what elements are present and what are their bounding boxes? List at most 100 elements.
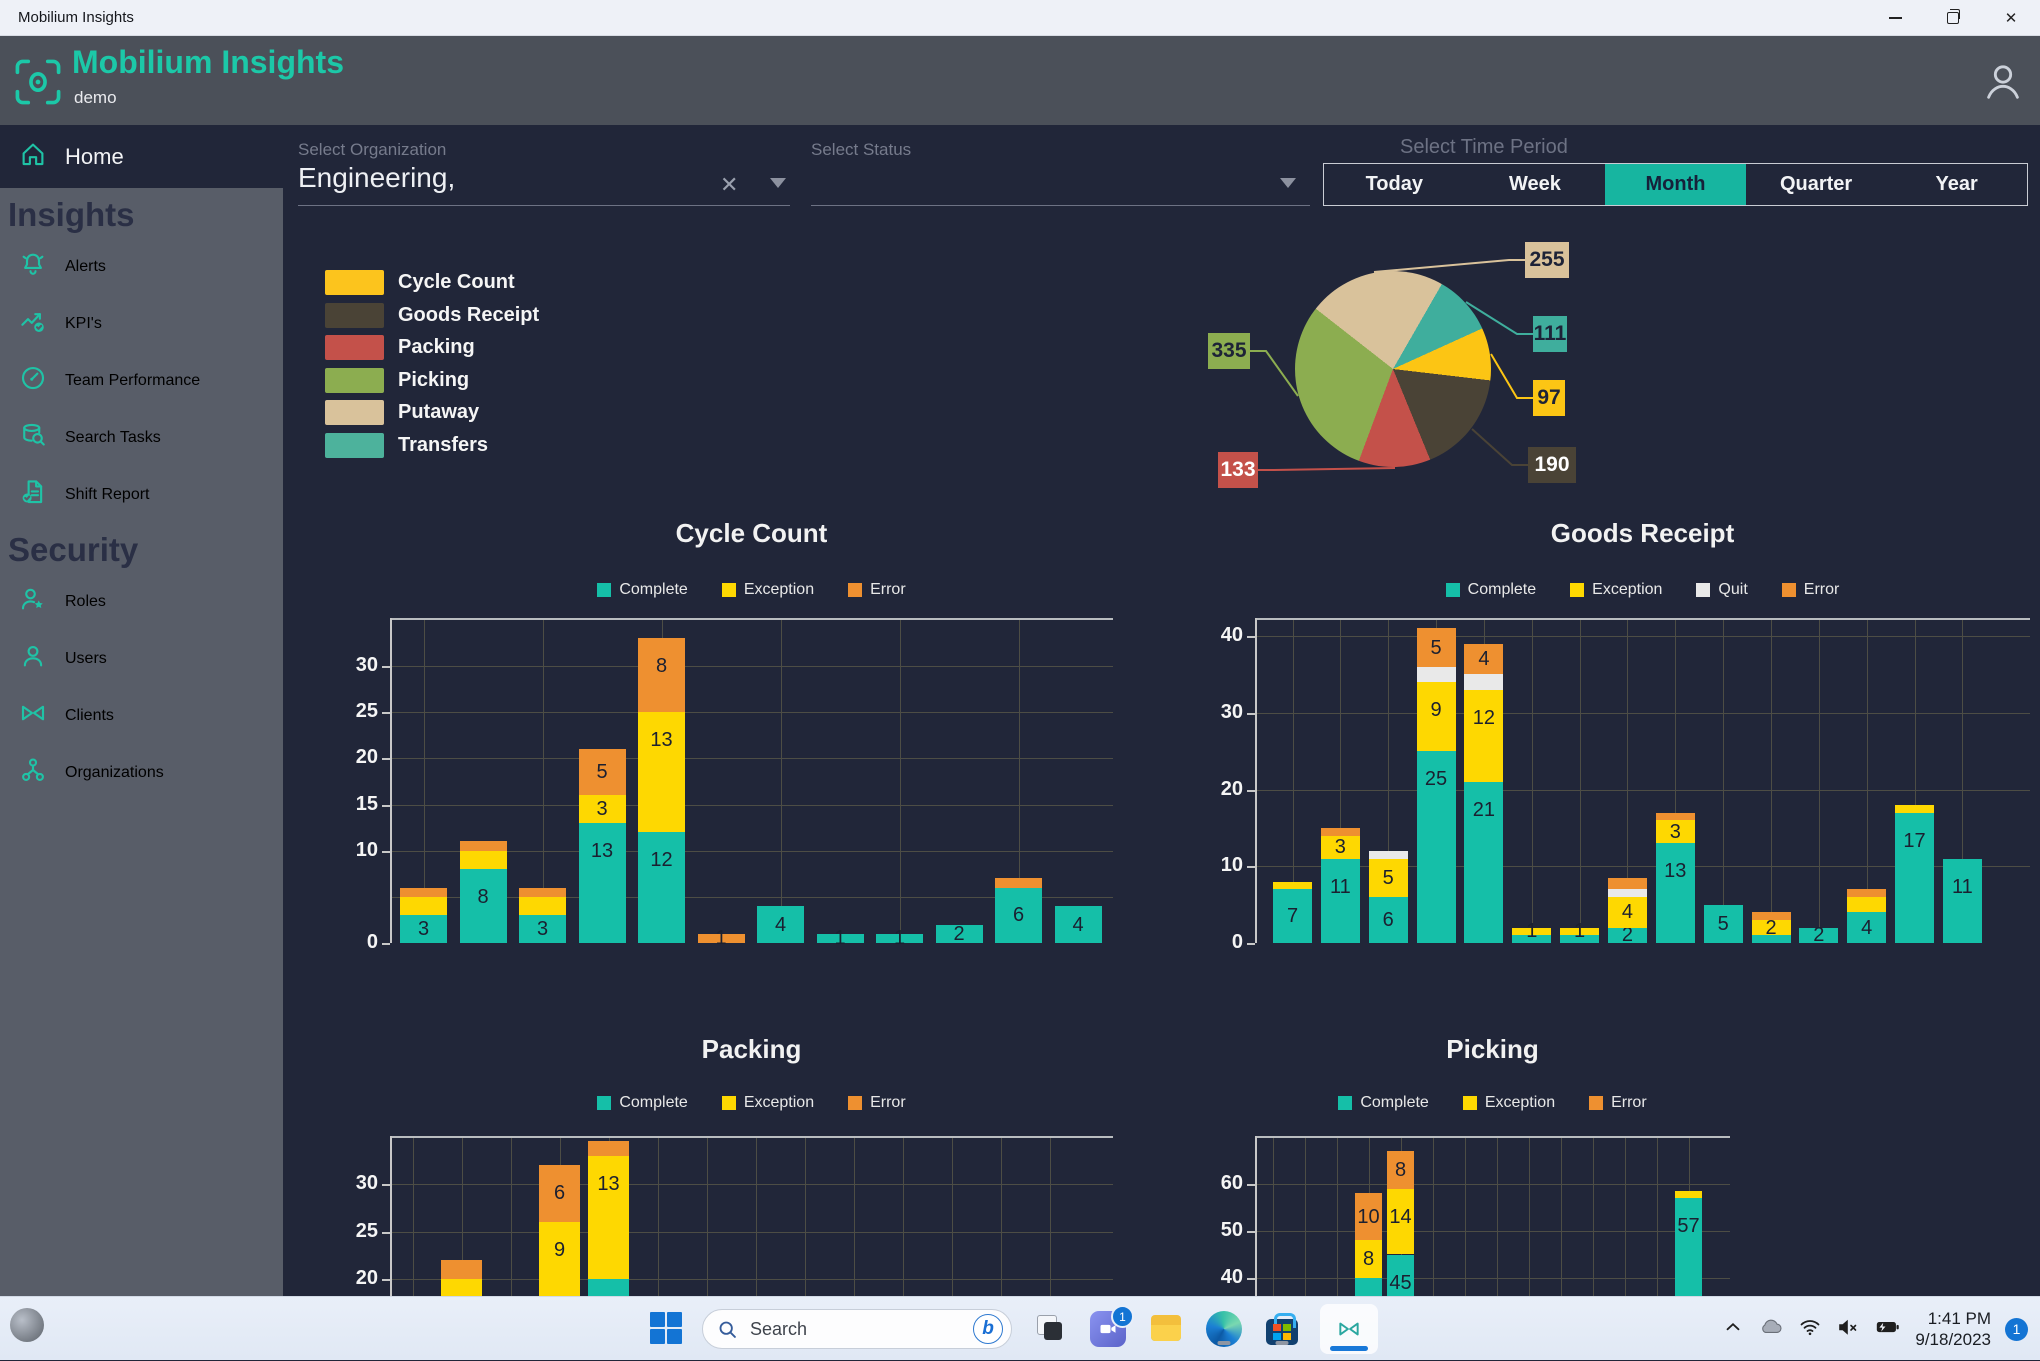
- bar-value-label: 8: [1362, 1248, 1375, 1271]
- wifi-icon[interactable]: [1798, 1315, 1822, 1344]
- edge-browser-icon[interactable]: [1204, 1309, 1244, 1349]
- sidebar-item-users[interactable]: Users: [0, 630, 283, 687]
- y-tick-mark: [1247, 1184, 1255, 1186]
- legend-item: Packing: [325, 335, 585, 361]
- legend-swatch: [848, 583, 863, 597]
- gridline: [390, 712, 1113, 714]
- user-account-icon[interactable]: [1980, 58, 2026, 109]
- legend-item: Putaway: [325, 400, 585, 426]
- sidebar-item-label: Shift Report: [65, 485, 150, 503]
- legend-swatch: [325, 367, 384, 393]
- plot-top-border: [390, 1136, 1113, 1138]
- bar-value-label: 57: [1677, 1215, 1700, 1238]
- microsoft-store-icon[interactable]: [1262, 1309, 1302, 1349]
- y-tick-mark: [382, 1279, 390, 1281]
- y-tick-label: 10: [355, 838, 378, 861]
- battery-icon[interactable]: [1874, 1313, 1901, 1345]
- legend-swatch: [1589, 1096, 1604, 1110]
- time-period-today-button[interactable]: Today: [1365, 173, 1423, 195]
- organization-dropdown-icon[interactable]: [770, 178, 786, 188]
- chart-legend-entry: Exception: [721, 1094, 814, 1112]
- bar-value-label: 4: [1478, 648, 1490, 671]
- time-period-year-button[interactable]: Year: [1935, 173, 1978, 195]
- cycle-count-bar-segment-complete: [578, 823, 626, 943]
- goods-receipt-bar-segment-error: [1320, 827, 1360, 836]
- bar-value-label: 10: [1357, 1205, 1380, 1228]
- camera-glyph: [1100, 1324, 1116, 1334]
- gridline: [412, 1136, 414, 1310]
- bar-value-label: 3: [536, 918, 549, 941]
- start-button[interactable]: [650, 1312, 684, 1346]
- y-tick-label: 0: [366, 931, 378, 953]
- minimize-button[interactable]: [1866, 0, 1924, 36]
- sidebar-item-roles[interactable]: Roles: [0, 573, 283, 630]
- sidebar-item-team-performance[interactable]: Team Performance: [0, 352, 283, 409]
- bar-value-label: 8: [1394, 1158, 1407, 1181]
- legend-swatch: [721, 583, 736, 597]
- y-tick-mark: [1247, 866, 1255, 869]
- onedrive-icon[interactable]: [1758, 1314, 1784, 1345]
- cycle-count-bar-segment-complete: [816, 933, 864, 943]
- chat-icon[interactable]: 1: [1088, 1305, 1134, 1349]
- pie-value-label: 335: [1208, 333, 1250, 369]
- chat-badge: 1: [1111, 1305, 1134, 1328]
- time-period-month-button[interactable]: Month: [1605, 164, 1746, 205]
- widgets-icon[interactable]: [10, 1308, 44, 1342]
- bar-value-label: 6: [553, 1182, 566, 1204]
- sidebar-item-alerts[interactable]: Alerts: [0, 238, 283, 295]
- time-period-week-button[interactable]: Week: [1508, 173, 1561, 195]
- chart-legend: Complete Exception Error: [1255, 1094, 1730, 1112]
- gridline: [461, 1136, 463, 1310]
- chart-legend-entry: Error: [848, 581, 906, 599]
- cycle-count-bar-segment-complete: [519, 915, 566, 943]
- gridline: [542, 618, 544, 943]
- sidebar-item-home[interactable]: Home: [0, 125, 283, 188]
- search-input[interactable]: Search b: [702, 1309, 1012, 1349]
- sidebar-item-search-tasks[interactable]: Search Tasks: [0, 409, 283, 466]
- plot-top-border: [390, 618, 1113, 620]
- task-view-icon[interactable]: [1030, 1309, 1070, 1349]
- tray-chevron-icon[interactable]: [1722, 1316, 1744, 1343]
- sidebar-item-organizations[interactable]: Organizations: [0, 744, 283, 801]
- gridline: [1624, 1136, 1626, 1310]
- gridline: [1255, 1278, 1730, 1279]
- goods-receipt-bar-segment-error: [1607, 877, 1647, 890]
- notification-badge[interactable]: 1: [2005, 1317, 2028, 1341]
- mobilium-app-icon[interactable]: [1320, 1304, 1378, 1354]
- close-button[interactable]: ✕: [1982, 0, 2040, 36]
- goods-receipt-bar-segment-exception: [1368, 858, 1408, 897]
- taskbar-clock[interactable]: 1:41 PM 9/18/2023: [1915, 1308, 1991, 1350]
- bar-value-label: 6: [1012, 904, 1025, 927]
- time-period-quarter-button[interactable]: Quarter: [1779, 173, 1853, 195]
- goods-receipt-bar-segment-complete: [1416, 751, 1456, 943]
- organization-input[interactable]: Engineering,: [298, 162, 456, 193]
- bar-value-label: 4: [1861, 916, 1873, 939]
- gridline: [1388, 618, 1390, 943]
- sidebar-item-label: Roles: [65, 592, 106, 610]
- legend-label: Exception: [1592, 581, 1663, 598]
- volume-muted-icon[interactable]: [1836, 1315, 1860, 1344]
- cycle-count-bar-segment-complete: [400, 915, 447, 943]
- goods-receipt-bar-segment-complete: [1799, 927, 1839, 943]
- gridline: [1627, 618, 1629, 943]
- close-icon: ✕: [2004, 9, 2018, 27]
- file-explorer-icon[interactable]: [1146, 1309, 1186, 1349]
- y-tick-label: 40: [1220, 1266, 1243, 1288]
- clear-organization-icon[interactable]: ✕: [720, 172, 739, 197]
- pie-value-label: 133: [1218, 452, 1258, 488]
- gridline: [902, 1136, 904, 1310]
- gridline: [390, 1231, 1113, 1233]
- gridline: [1496, 1136, 1498, 1310]
- sidebar-item-clients[interactable]: Clients: [0, 687, 283, 744]
- bar-value-label: 14: [1389, 1205, 1412, 1228]
- sidebar-item-kpi-s[interactable]: KPI's: [0, 295, 283, 352]
- goods-receipt-bar-segment-error: [1655, 812, 1695, 821]
- maximize-button[interactable]: [1924, 0, 1982, 36]
- sidebar-item-shift-report[interactable]: Shift Report: [0, 466, 283, 523]
- restore-icon: [1947, 9, 1960, 24]
- cycle-count-bar-segment-exception: [459, 850, 507, 870]
- sidebar-item-label: Team Performance: [65, 371, 201, 389]
- status-dropdown-icon[interactable]: [1280, 178, 1296, 188]
- bing-icon[interactable]: b: [973, 1314, 1003, 1344]
- legend-label: Exception: [1484, 1094, 1556, 1111]
